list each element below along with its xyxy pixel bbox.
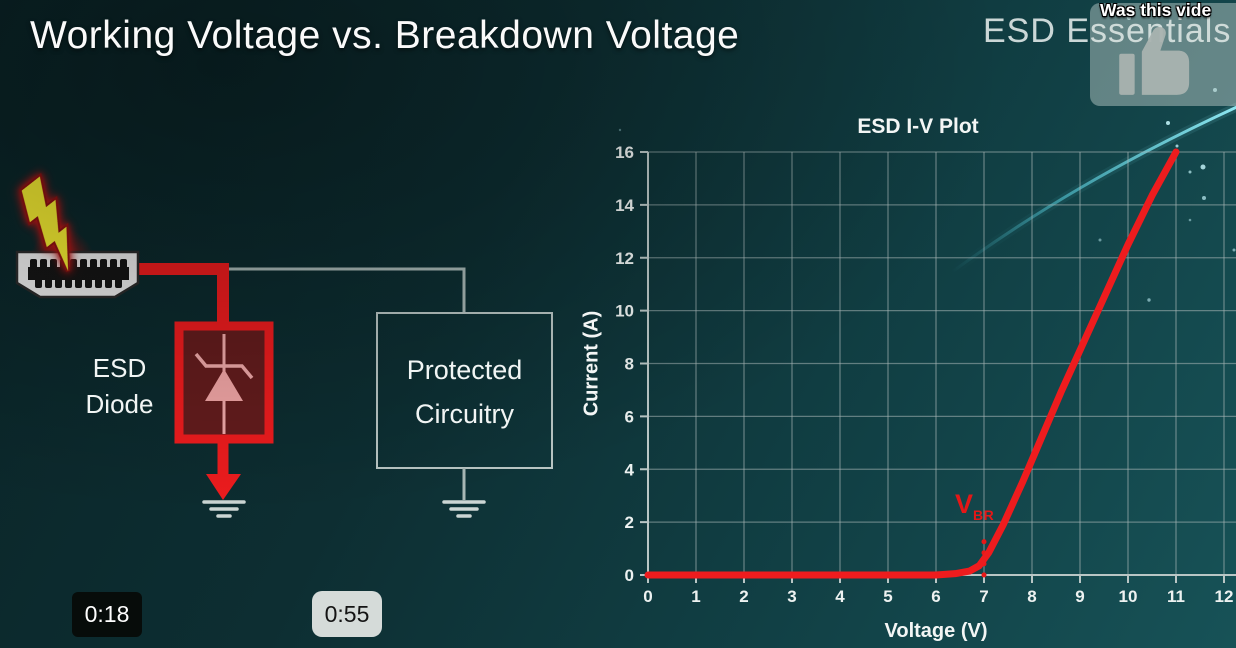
y-axis-label: Current (A) <box>580 310 603 417</box>
ground-icon <box>442 500 486 518</box>
svg-text:0: 0 <box>625 566 634 585</box>
svg-text:8: 8 <box>625 355 634 374</box>
brand-watermark: ESD Essentials <box>983 12 1232 50</box>
thumbs-up-icon[interactable] <box>1116 27 1216 101</box>
like-prompt-text: Was this vide <box>1100 0 1212 20</box>
signal-wire <box>140 267 466 313</box>
timestamp-chip-1[interactable]: 0:18 <box>72 592 142 637</box>
svg-text:6: 6 <box>625 407 634 426</box>
svg-text:3: 3 <box>787 587 796 606</box>
lightning-bolt-icon <box>19 172 71 272</box>
x-axis-label: Voltage (V) <box>884 620 988 642</box>
svg-text:10: 10 <box>615 302 634 321</box>
esd-strike-glow <box>30 228 94 292</box>
svg-text:2: 2 <box>625 513 634 532</box>
svg-text:1: 1 <box>691 587 700 606</box>
svg-text:0: 0 <box>643 587 652 606</box>
breakdown-voltage-annotation: VBR <box>955 489 994 523</box>
svg-text:12: 12 <box>1215 587 1234 606</box>
svg-text:16: 16 <box>615 143 634 162</box>
timestamp-chip-2[interactable]: 0:55 <box>312 591 382 637</box>
hdmi-connector-icon <box>15 250 140 299</box>
protected-label-line2: Circuitry <box>415 399 514 429</box>
vbr-main: V <box>955 489 974 519</box>
svg-text:8: 8 <box>1027 587 1036 606</box>
svg-text:14: 14 <box>615 196 634 215</box>
svg-text:12: 12 <box>615 249 634 268</box>
svg-text:10: 10 <box>1119 587 1138 606</box>
esd-diode-label-line1: ESD <box>92 353 147 383</box>
svg-text:5: 5 <box>883 587 892 606</box>
surge-wire <box>138 263 229 324</box>
svg-text:4: 4 <box>835 587 845 606</box>
esd-diode-icon <box>194 334 254 434</box>
vbr-sub: BR <box>973 507 995 523</box>
chart-title: ESD I-V Plot <box>857 115 979 138</box>
svg-text:6: 6 <box>931 587 940 606</box>
ground-icon <box>202 500 246 518</box>
like-prompt-card[interactable]: Was this vide <box>1090 0 1236 106</box>
ground-arrow-head <box>206 474 241 500</box>
esd-diode-label: ESD Diode <box>72 350 167 422</box>
esd-diode-label-line2: Diode <box>85 389 154 419</box>
page-title: Working Voltage vs. Breakdown Voltage <box>30 14 740 57</box>
protected-circuitry-label: Protected Circuitry <box>377 348 552 436</box>
svg-text:9: 9 <box>1075 587 1084 606</box>
protected-label-line1: Protected <box>406 355 523 385</box>
svg-text:4: 4 <box>625 460 635 479</box>
svg-text:11: 11 <box>1167 587 1185 606</box>
svg-text:2: 2 <box>739 587 748 606</box>
esd-diode-box <box>174 321 274 444</box>
svg-text:7: 7 <box>979 587 988 606</box>
